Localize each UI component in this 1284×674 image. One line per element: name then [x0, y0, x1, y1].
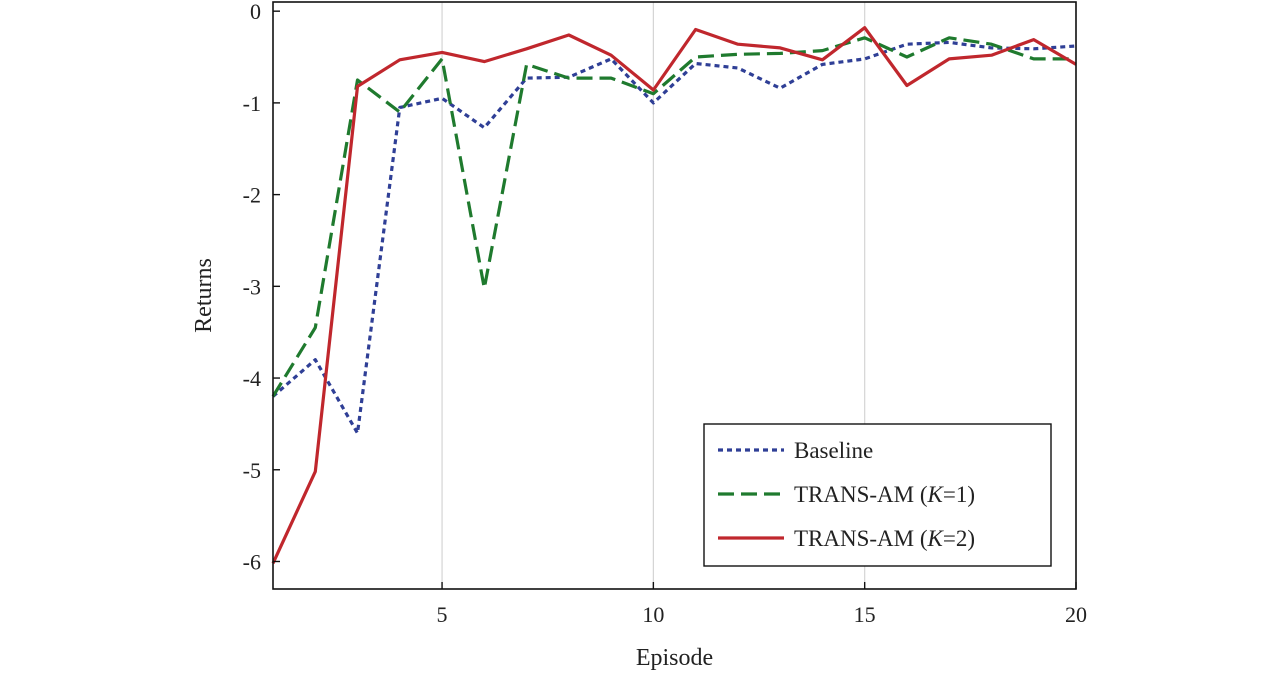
plot-frame	[272, 1, 1077, 590]
series-lines	[271, 26, 1077, 564]
legend-box	[703, 423, 1052, 567]
y-tick-label: -3	[243, 274, 261, 299]
legend-label: Baseline	[794, 438, 873, 463]
x-axis-title: Episode	[636, 645, 713, 671]
y-tick-label: -2	[243, 183, 261, 208]
series-line-3	[271, 26, 1077, 564]
series-line-1	[271, 40, 1077, 435]
series-line-2	[271, 36, 1076, 398]
axis-ticks: 5 10 15 20 0 -1 -2 -3 -4 -5 -6	[243, 0, 1087, 627]
x-tick-label: 15	[854, 602, 876, 627]
y-tick-label: 0	[250, 0, 261, 24]
legend: Baseline TRANS-AM (K=1) TRANS-AM (K=2)	[703, 423, 1052, 567]
legend-label: TRANS-AM (K=1)	[794, 482, 975, 507]
y-tick-label: -5	[243, 458, 261, 483]
x-tick-label: 20	[1065, 602, 1087, 627]
legend-label: TRANS-AM (K=2)	[794, 526, 975, 551]
y-axis-title: Returns	[191, 258, 217, 333]
y-tick-label: -4	[243, 366, 261, 391]
x-tick-label: 10	[642, 602, 664, 627]
x-tick-label: 5	[437, 602, 448, 627]
y-tick-label: -6	[243, 549, 261, 574]
y-tick-label: -1	[243, 91, 261, 116]
